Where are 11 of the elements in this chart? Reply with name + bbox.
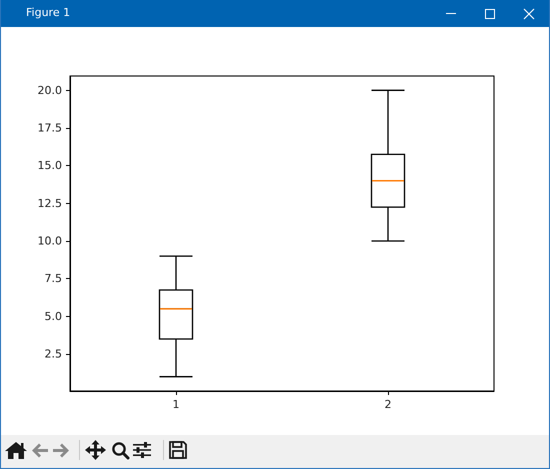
y-tick-label: 15.0 xyxy=(38,159,62,172)
y-tick-label: 10.0 xyxy=(38,234,62,248)
y-tick-label: 20.0 xyxy=(38,84,62,97)
y-tick-label: 17.5 xyxy=(38,122,62,134)
y-tick-label: 12.5 xyxy=(38,196,62,210)
x-tick-label: 1 xyxy=(172,398,180,411)
caption: Figure 1 xyxy=(26,6,70,20)
x-tick-label: 2 xyxy=(384,398,392,411)
y-tick-label: 7.5 xyxy=(44,272,62,286)
y-tick-label: 5.0 xyxy=(44,310,62,323)
y-tick-label: 2.5 xyxy=(44,348,62,361)
